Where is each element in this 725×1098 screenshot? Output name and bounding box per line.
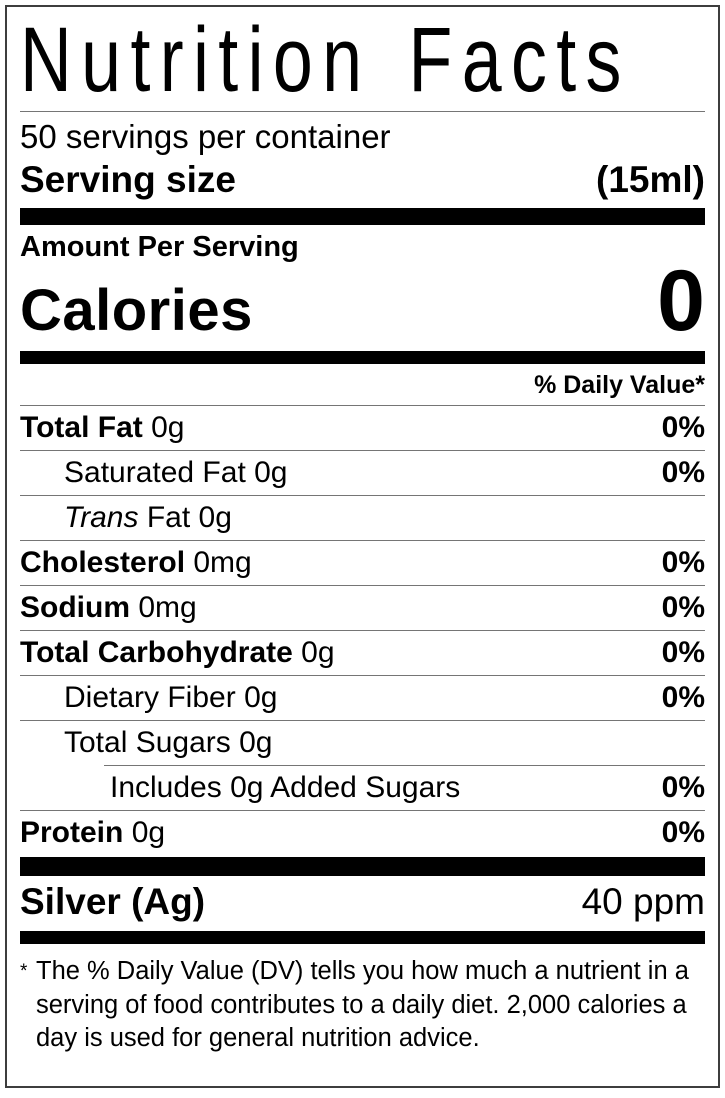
section-bar-minerals [20,857,705,877]
divider [20,810,705,812]
divider [20,720,705,722]
nutrient-dv: 0% [661,771,705,805]
divider [20,630,705,632]
calories-value: 0 [657,253,705,350]
servings-per-container: 50 servings per container [20,118,391,156]
nutrient-row-total-sugars: Total Sugars 0g [20,721,705,765]
calories-row: Calories 0 [20,253,705,350]
nutrient-dv: 0% [661,816,705,850]
section-bar-calories [20,350,705,364]
divider [20,450,705,452]
mineral-name: Silver (Ag) [20,881,206,923]
nutrient-row-saturated-fat: Saturated Fat 0g 0% [20,451,705,495]
nutrient-row-trans-fat: Trans Fat 0g [20,496,705,540]
nutrient-name: Total Carbohydrate 0g [20,636,335,670]
nutrient-dv: 0% [661,681,705,715]
nutrient-row-cholesterol: Cholesterol 0mg 0% [20,541,705,585]
nutrient-row-dietary-fiber: Dietary Fiber 0g 0% [20,676,705,720]
mineral-row-silver: Silver (Ag) 40 ppm [20,876,705,931]
nutrient-row-sodium: Sodium 0mg 0% [20,586,705,630]
divider [20,405,705,407]
divider [20,495,705,497]
nutrient-row-total-carbohydrate: Total Carbohydrate 0g 0% [20,631,705,675]
footnote-line: day is used for general nutrition advice… [36,1024,480,1053]
nutrient-row-added-sugars: Includes 0g Added Sugars 0% [20,766,705,810]
calories-label: Calories [20,278,253,344]
serving-size-value: (15ml) [596,159,705,201]
serving-size-label: Serving size [20,159,236,201]
nutrient-name: Protein 0g [20,816,166,850]
nutrient-row-total-fat: Total Fat 0g 0% [20,406,705,450]
nutrient-dv: 0% [661,456,705,490]
nutrient-dv: 0% [661,636,705,670]
nutrient-name: Sodium 0mg [20,591,197,625]
mineral-value: 40 ppm [581,881,705,923]
nutrient-dv: 0% [661,546,705,580]
divider-indented [104,765,705,767]
daily-value-header: % Daily Value* [534,370,705,399]
amount-per-serving-label: Amount Per Serving [20,231,299,264]
footnote-line: The % Daily Value (DV) tells you how muc… [36,957,689,986]
label-title: Nutrition Facts [20,9,631,111]
section-bar-top [20,208,705,226]
serving-size-row: Serving size (15ml) [20,160,705,201]
nutrient-name: Total Fat 0g [20,411,185,445]
divider [20,585,705,587]
nutrition-facts-label: Nutrition Facts 50 servings per containe… [5,5,720,1088]
nutrient-name: Dietary Fiber 0g [64,681,278,715]
nutrient-name: Trans Fat 0g [64,501,232,535]
footnote-line: serving of food contributes to a daily d… [36,990,687,1019]
nutrient-dv: 0% [661,411,705,445]
footnote-text: The % Daily Value (DV) tells you how muc… [36,955,689,1056]
nutrient-name: Total Sugars 0g [64,726,273,760]
nutrient-row-protein: Protein 0g 0% [20,811,705,855]
section-bar-footnote [20,931,705,945]
divider [20,675,705,677]
nutrient-name: Cholesterol 0mg [20,546,252,580]
nutrient-dv: 0% [661,591,705,625]
footnote-asterisk: * [20,961,28,983]
title-divider [20,111,705,113]
daily-value-footnote: * The % Daily Value (DV) tells you how m… [20,955,705,1056]
divider [20,540,705,542]
nutrient-name: Includes 0g Added Sugars [110,771,461,805]
nutrient-name: Saturated Fat 0g [64,456,288,490]
